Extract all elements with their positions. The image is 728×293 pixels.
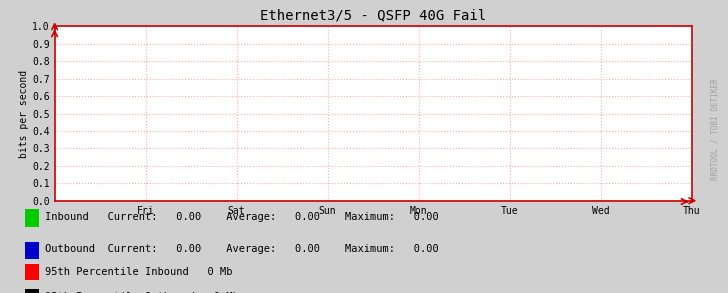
Text: Outbound  Current:   0.00    Average:   0.00    Maximum:   0.00: Outbound Current: 0.00 Average: 0.00 Max… [45,244,439,254]
Text: Inbound   Current:   0.00    Average:   0.00    Maximum:   0.00: Inbound Current: 0.00 Average: 0.00 Maxi… [45,212,439,222]
Text: 95th Percentile Outbound   0 Mb: 95th Percentile Outbound 0 Mb [45,292,239,293]
Title: Ethernet3/5 - QSFP 40G Fail: Ethernet3/5 - QSFP 40G Fail [260,8,486,23]
Text: RRDTOOL / TOBI OETIKER: RRDTOOL / TOBI OETIKER [711,78,719,180]
Text: 95th Percentile Inbound   0 Mb: 95th Percentile Inbound 0 Mb [45,268,233,277]
Y-axis label: bits per second: bits per second [20,69,29,158]
